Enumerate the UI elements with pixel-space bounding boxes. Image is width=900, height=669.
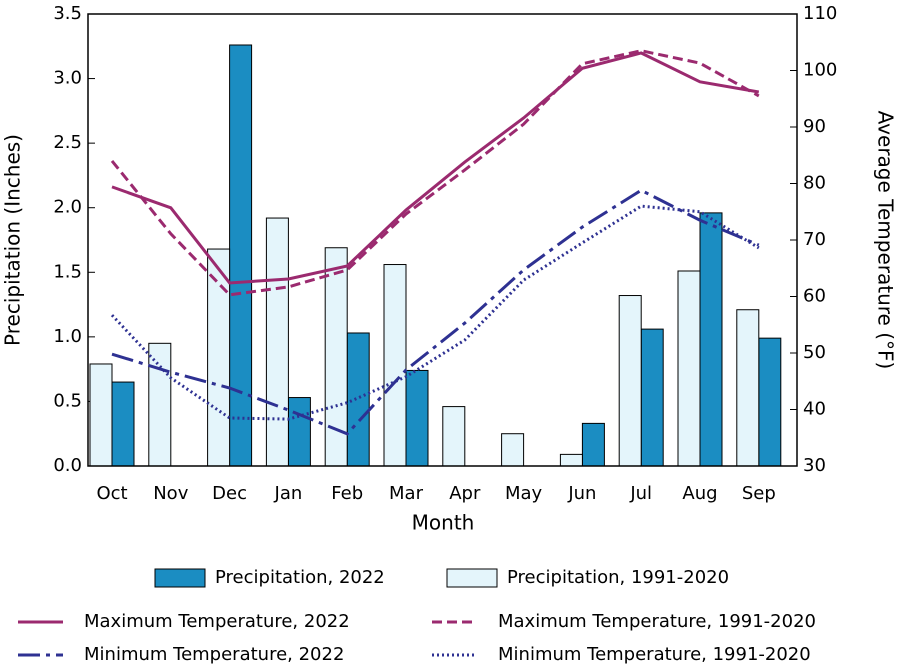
x-tick-label: Jan [274,483,303,504]
line [110,204,760,421]
bar [581,422,605,467]
line [111,51,760,285]
y-tick-label: 0.0 [53,455,82,476]
y2-tick-label: 110 [803,3,837,24]
x-tick-label: Aug [682,483,717,504]
bar [287,397,311,467]
x-tick-label: Oct [96,483,127,504]
bar [405,369,429,467]
x-axis-label: Month [412,511,475,535]
bar [111,381,135,467]
legend-label: Precipitation, 1991-2020 [507,567,729,588]
x-tick-label: Jun [567,483,596,504]
y2-tick-label: 90 [803,116,826,137]
bar [736,309,760,467]
bar [229,44,253,467]
bar [677,270,701,467]
bar [758,337,782,467]
y2-tick-label: 100 [803,60,837,81]
plot-frame [87,13,798,467]
bar [640,328,664,467]
x-tick-label: Feb [331,483,363,504]
legend-label: Minimum Temperature, 1991-2020 [498,644,811,665]
y-tick-label: 3.5 [53,3,82,24]
y-tick-label: 2.0 [53,197,82,218]
y-tick-label: 0.5 [53,390,82,411]
y-tick-label: 1.5 [53,261,82,282]
y-axis-label: Precipitation (Inches) [1,134,25,346]
y2-tick-label: 70 [803,229,826,250]
y2-tick-label: 80 [803,173,826,194]
legend-label: Minimum Temperature, 2022 [84,644,344,665]
bar [442,406,466,467]
legend-label: Maximum Temperature, 1991-2020 [498,611,816,632]
y2-tick-label: 30 [803,455,826,476]
x-tick-label: Jul [629,483,652,504]
line [111,188,760,436]
bar [148,342,172,467]
line [110,49,760,297]
y2-tick-label: 40 [803,399,826,420]
bar [346,332,370,467]
x-tick-label: Apr [449,483,481,504]
bar [265,217,289,467]
bar [383,264,407,467]
x-tick-label: Mar [389,483,424,504]
x-tick-label: Sep [742,483,776,504]
x-tick-label: Nov [153,483,188,504]
legend-label: Maximum Temperature, 2022 [84,611,350,632]
x-tick-label: May [505,483,543,504]
y2-tick-label: 60 [803,286,826,307]
y2-axis-label: Average Temperature (°F) [874,111,898,370]
bar [559,453,583,467]
legend-label: Precipitation, 2022 [215,567,385,588]
bar [699,212,723,467]
y2-tick-label: 50 [803,342,826,363]
bar [501,433,525,467]
legend-swatch [446,568,498,588]
y-tick-label: 3.0 [53,68,82,89]
bar [89,363,113,467]
y-tick-label: 1.0 [53,326,82,347]
bar [207,248,231,467]
bar [618,295,642,467]
x-tick-label: Dec [212,483,247,504]
y-tick-label: 2.5 [53,132,82,153]
legend-swatch [154,568,206,588]
